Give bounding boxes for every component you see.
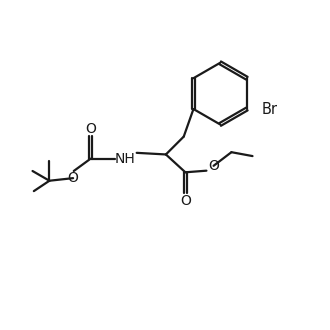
Text: O: O [180, 193, 191, 208]
Text: O: O [208, 159, 219, 173]
Text: Br: Br [261, 102, 278, 116]
Text: O: O [68, 171, 79, 185]
Text: O: O [85, 122, 96, 136]
Text: NH: NH [115, 152, 136, 166]
